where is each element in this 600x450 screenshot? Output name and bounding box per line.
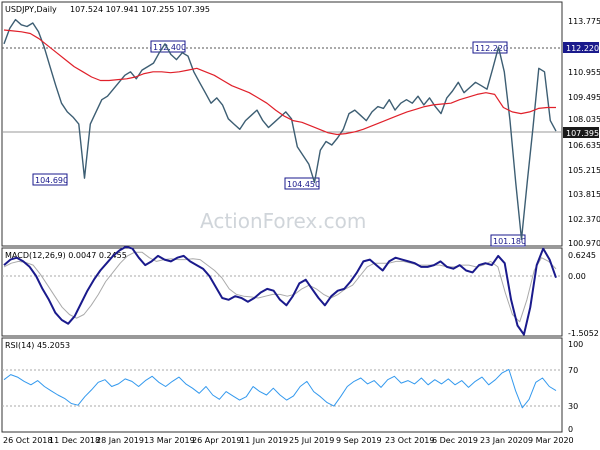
x-tick-label: 13 Mar 2019 — [144, 436, 195, 445]
x-tick-label: 9 Sep 2019 — [336, 436, 382, 445]
y-tick-label: 113.775 — [568, 17, 600, 26]
x-tick-label: 23 Jan 2020 — [480, 436, 528, 445]
moving-average-line — [3, 29, 556, 136]
macd-signal-line — [3, 251, 557, 323]
annotation-box — [284, 177, 320, 190]
y-tick-label: 103.815 — [568, 190, 600, 199]
watermark: ActionForex.com — [200, 209, 366, 233]
x-tick-label: 26 Oct 2018 — [3, 436, 52, 445]
y-tick-label: 100.970 — [568, 239, 600, 248]
macd-tick-label: 0.00 — [568, 272, 586, 281]
x-tick-label: 23 Oct 2019 — [385, 436, 434, 445]
main-ohlc: 107.524 107.941 107.255 107.395 — [70, 5, 210, 14]
price-series-line — [3, 18, 557, 241]
annotation-box — [472, 41, 508, 54]
macd-panel — [1, 247, 563, 337]
x-tick-label: 9 Mar 2020 — [528, 436, 574, 445]
x-tick-label: 6 Dec 2019 — [432, 436, 478, 445]
macd-title: MACD(12,26,9) 0.0047 0.2455 — [5, 251, 127, 260]
price-layer — [3, 18, 557, 241]
rsi-line — [3, 369, 557, 409]
rsi-tick-label: 70 — [568, 366, 578, 375]
rsi-title: RSI(14) 45.2053 — [5, 341, 70, 350]
y-tick-label: 106.635 — [568, 141, 600, 150]
current-price-tag — [563, 127, 599, 138]
y-tick-label: 110.955 — [568, 68, 600, 77]
current-price-label: 107.395 — [566, 129, 599, 138]
annotation-box — [32, 173, 68, 186]
y-tick-label: 105.215 — [568, 166, 600, 175]
rsi-panel — [1, 337, 563, 433]
resistance-price-tag — [563, 42, 599, 53]
annotation-box — [490, 234, 526, 247]
annotation-box — [150, 40, 186, 53]
macd-tick-label: -1.5052 — [568, 329, 599, 338]
main-panel — [1, 1, 563, 247]
annotation-low-2019-aug: 104.450 — [287, 180, 320, 189]
y-tick-label: 108.035 — [568, 115, 600, 124]
annotation-high-2020: 112.220 — [475, 44, 508, 53]
x-tick-label: 11 Dec 2018 — [49, 436, 100, 445]
macd-layer — [3, 245, 557, 336]
rsi-tick-label: 30 — [568, 402, 578, 411]
annotation-low-2019-jan: 104.690 — [35, 176, 68, 185]
x-tick-label: 26 Apr 2019 — [192, 436, 241, 445]
annotation-high-2019: 112.400 — [153, 43, 186, 52]
rsi-tick-label: 0 — [568, 425, 573, 434]
macd-tick-label: 0.6245 — [568, 251, 596, 260]
rsi-layer — [3, 369, 557, 409]
annotation-low-2020: 101.180 — [493, 237, 526, 246]
y-tick-label: 102.370 — [568, 215, 600, 224]
x-tick-label: 28 Jan 2019 — [96, 436, 144, 445]
x-tick-label: 11 Jun 2019 — [240, 436, 288, 445]
x-tick-label: 25 Jul 2019 — [289, 436, 334, 445]
resistance-price-label: 112.220 — [566, 44, 599, 53]
y-tick-label: 109.495 — [568, 93, 600, 102]
macd-line — [3, 245, 557, 336]
rsi-tick-label: 100 — [568, 340, 583, 349]
main-title: USDJPY,Daily — [5, 5, 57, 14]
